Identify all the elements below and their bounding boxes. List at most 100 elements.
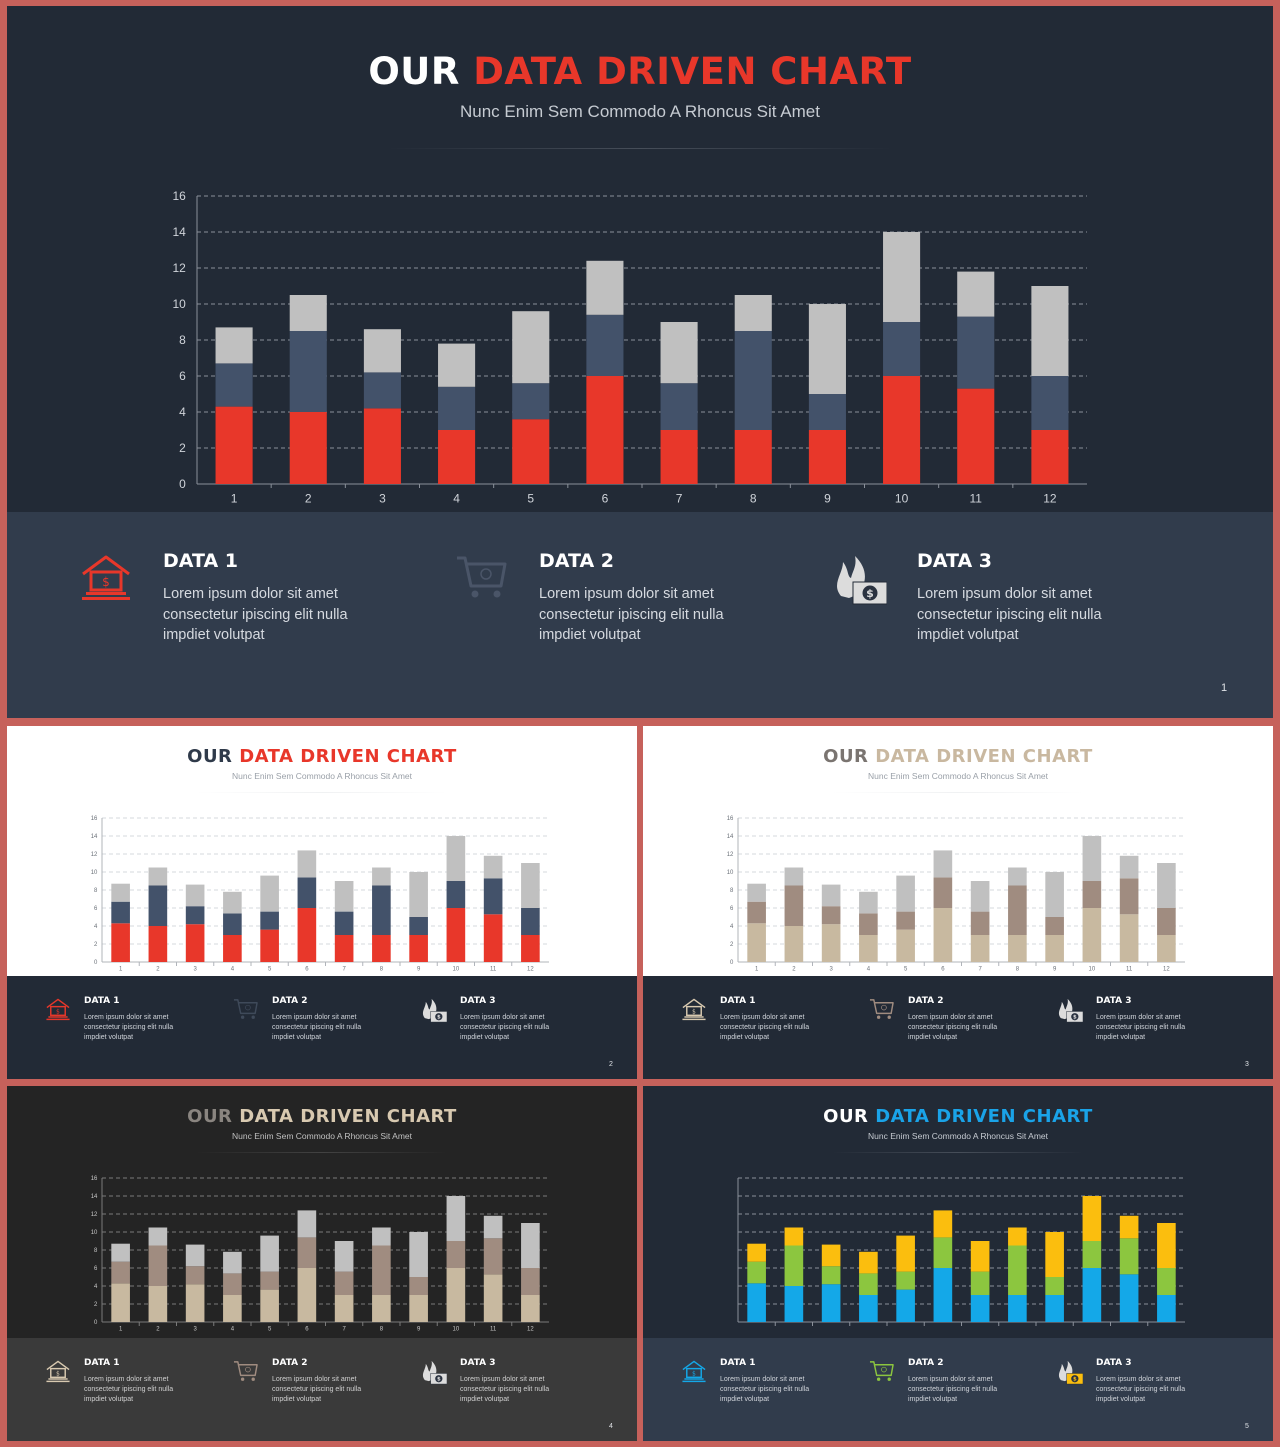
- x-tick-label: 9: [417, 1327, 421, 1333]
- bar-segment-series-2-2: [148, 1245, 168, 1286]
- bar-segment-series-3-3: [185, 1244, 205, 1267]
- y-tick-label: 6: [730, 906, 734, 912]
- description-line: impdiet volutpat: [163, 627, 265, 644]
- bar-segment-series-2-10: [1082, 881, 1102, 908]
- bar-segment-series-1-2: [148, 926, 168, 962]
- bank-icon: $: [46, 1360, 70, 1383]
- bar-segment-series-2-5: [512, 383, 550, 420]
- bar-segment-series-2-10: [1082, 1241, 1102, 1268]
- bar-segment-series-3-7: [334, 881, 354, 912]
- description-line: impdiet volutpat: [272, 1395, 322, 1403]
- bar-segment-series-2-1: [747, 901, 766, 924]
- bar-segment-series-1-7: [660, 430, 698, 484]
- y-tick-label: 2: [94, 942, 98, 948]
- data-item-heading: DATA 1: [720, 1358, 756, 1368]
- title-divider: [832, 1152, 1084, 1153]
- y-tick-label: 10: [91, 870, 98, 876]
- info-section: $ DATA 1 Lorem ipsum dolor sit amet consect…: [643, 1338, 1273, 1441]
- bar-segment-series-1-1: [215, 406, 253, 484]
- x-tick-label: 6: [602, 492, 609, 506]
- y-tick-label: 16: [91, 1176, 98, 1182]
- x-tick-label: 11: [490, 1327, 497, 1333]
- bar-segment-series-2-6: [586, 314, 624, 376]
- bar-segment-series-1-12: [1157, 1295, 1176, 1322]
- y-tick-label: 14: [91, 1194, 98, 1200]
- bar-segment-series-3-12: [1031, 286, 1069, 376]
- bar-segment-series-1-6: [933, 1268, 953, 1322]
- svg-text:$: $: [437, 1015, 441, 1021]
- description-line: consectetur ipiscing elit nulla: [163, 606, 348, 623]
- y-tick-label: 8: [179, 333, 186, 347]
- bar-segment-series-3-5: [896, 1235, 915, 1272]
- bar-segment-series-2-2: [148, 885, 168, 926]
- bar-segment-series-2-5: [896, 911, 915, 930]
- y-tick-label: 10: [172, 297, 186, 311]
- bar-segment-series-1-3: [185, 1284, 205, 1322]
- bar-segment-series-1-7: [334, 1295, 354, 1322]
- x-tick-label: 9: [1053, 967, 1057, 973]
- bar-segment-series-3-12: [521, 1223, 540, 1268]
- data-item-heading: DATA 1: [163, 550, 239, 572]
- svg-text:$: $: [56, 1371, 60, 1377]
- slide-subtitle: Nunc Enim Sem Commodo A Rhoncus Sit Amet: [868, 771, 1048, 781]
- slide-4: OUR DATA DRIVEN CHART Nunc Enim Sem Commo…: [7, 1086, 637, 1441]
- data-item-description: Lorem ipsum dolor sit amet consectetur ip…: [460, 1375, 549, 1405]
- description-line: Lorem ipsum dolor sit amet: [539, 586, 714, 602]
- svg-text:$: $: [56, 1009, 60, 1015]
- bar-segment-series-3-1: [111, 1243, 130, 1262]
- x-tick-label: 6: [305, 1327, 309, 1333]
- bar-segment-series-1-11: [1119, 1274, 1139, 1322]
- title-divider: [196, 1152, 448, 1153]
- description-line: Lorem ipsum dolor sit amet: [163, 586, 338, 602]
- bar-segment-series-1-8: [1008, 935, 1027, 962]
- bar-segment-series-1-6: [586, 376, 624, 484]
- bar-segment-series-2-3: [821, 906, 841, 925]
- x-tick-label: 8: [1016, 967, 1020, 973]
- title-highlight: DATA DRIVEN CHART: [875, 746, 1093, 767]
- description-line: impdiet volutpat: [460, 1033, 510, 1041]
- data-item-heading: DATA 2: [272, 1358, 308, 1368]
- bar-segment-series-3-7: [660, 322, 698, 384]
- y-tick-label: 4: [94, 924, 98, 930]
- x-tick-label: 5: [527, 492, 534, 506]
- y-tick-label: 10: [91, 1230, 98, 1236]
- bank-icon-glyph: $: [682, 998, 706, 1021]
- bar-segment-series-2-4: [859, 1273, 878, 1295]
- data-item-description: Lorem ipsum dolor sit amet consectetur ip…: [460, 1013, 549, 1043]
- cart-icon-glyph: [869, 1361, 894, 1381]
- bank-icon-glyph: $: [46, 1360, 70, 1383]
- burning-money-icon: $: [1058, 998, 1083, 1023]
- bar-segment-series-2-3: [821, 1266, 841, 1285]
- x-tick-label: 4: [231, 967, 235, 973]
- cart-icon-glyph: [233, 999, 258, 1019]
- x-tick-label: 1: [231, 492, 238, 506]
- bar-segment-series-2-7: [970, 911, 990, 935]
- bar-segment-series-3-6: [933, 1210, 953, 1238]
- bar-segment-series-1-12: [1157, 935, 1176, 962]
- bar-segment-series-1-4: [223, 935, 242, 962]
- bar-segment-series-2-9: [1045, 1277, 1064, 1295]
- x-tick-label: 4: [231, 1327, 235, 1333]
- data-item-description: Lorem ipsum dolor sit amet consectetur ip…: [908, 1013, 997, 1043]
- bar-segment-series-1-10: [446, 1268, 466, 1322]
- bar-segment-series-1-9: [808, 430, 846, 484]
- x-tick-label: 11: [970, 492, 983, 506]
- cart-icon: [457, 556, 507, 598]
- y-tick-label: 6: [179, 369, 186, 383]
- bar-segment-series-2-9: [409, 917, 428, 935]
- description-line: impdiet volutpat: [908, 1033, 958, 1041]
- title-prefix: OUR: [823, 1106, 876, 1127]
- description-line: Lorem ipsum dolor sit amet: [917, 586, 1092, 602]
- svg-text:$: $: [866, 587, 874, 600]
- x-tick-label: 11: [1126, 967, 1133, 973]
- x-tick-label: 6: [305, 967, 309, 973]
- bar-segment-series-3-6: [297, 1210, 317, 1238]
- data-item-description: Lorem ipsum dolor sit amet consectetur ip…: [1096, 1375, 1185, 1405]
- x-tick-label: 12: [527, 1327, 534, 1333]
- bar-segment-series-1-1: [111, 923, 130, 962]
- x-tick-label: 10: [453, 1327, 460, 1333]
- bar-segment-series-3-11: [483, 1215, 503, 1239]
- bank-icon: $: [682, 1360, 706, 1383]
- x-tick-label: 5: [268, 967, 272, 973]
- bar-segment-series-3-1: [215, 327, 253, 364]
